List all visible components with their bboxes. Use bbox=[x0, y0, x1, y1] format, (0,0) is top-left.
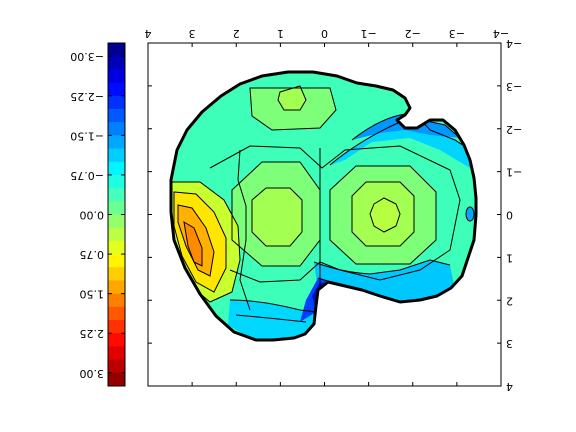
contour-region-peak-core bbox=[184, 222, 202, 266]
contour-line-left-inner bbox=[251, 187, 303, 247]
colorbar-segment bbox=[108, 201, 125, 215]
colorbar-segment bbox=[108, 346, 125, 361]
colorbar-tick-label: −1.50 bbox=[70, 129, 104, 142]
colorbar-segment bbox=[108, 122, 125, 136]
contour-line-small-low bbox=[465, 206, 475, 222]
colorbar-tick-label: −3.00 bbox=[70, 50, 104, 63]
x-tick-label: −2 bbox=[405, 27, 421, 40]
colorbar-segment bbox=[108, 293, 125, 308]
colorbar-tick-label: 2.25 bbox=[80, 327, 105, 340]
colorbar-ticks: −3.00 −2.25 −1.50 −0.75 0.00 0.75 1.50 2.25 3.00 bbox=[70, 50, 125, 380]
y-tick-label: −4 bbox=[506, 37, 522, 50]
contour-line-upper-core bbox=[277, 85, 307, 111]
colorbar-segment bbox=[108, 240, 125, 255]
y-tick-label: 0 bbox=[506, 209, 513, 222]
colorbar-segment bbox=[108, 227, 125, 242]
colorbar-segment bbox=[108, 69, 125, 84]
colorbar-segment bbox=[108, 320, 125, 334]
contour-line-low-bottom bbox=[313, 259, 451, 275]
colorbar-tick-label: −2.25 bbox=[70, 90, 104, 103]
contour-line-upper bbox=[249, 87, 337, 131]
colorbar-segment bbox=[108, 135, 125, 150]
colorbar bbox=[107, 42, 126, 387]
colorbar-segment bbox=[108, 306, 125, 321]
y-tick-label: −2 bbox=[506, 123, 522, 136]
contour-region-core-right bbox=[370, 198, 400, 232]
colorbar-tick-label: 3.00 bbox=[80, 367, 105, 380]
colorbar-segment bbox=[108, 95, 125, 110]
colorbar-segment bbox=[108, 148, 125, 163]
contour-line-left-band bbox=[237, 149, 251, 311]
x-tick-label: −1 bbox=[361, 27, 377, 40]
y-tick-label: 3 bbox=[506, 337, 513, 350]
colorbar-tick-label: −0.75 bbox=[70, 169, 104, 182]
x-tick-label: 3 bbox=[189, 27, 196, 40]
colorbar-segment bbox=[108, 161, 125, 176]
colorbar-segment bbox=[108, 372, 125, 387]
x-axis-ticks: 4 3 2 1 0 −1 −2 −3 −4 bbox=[145, 27, 509, 386]
contour-line-right-inner bbox=[351, 181, 415, 247]
colorbar-segment bbox=[108, 333, 125, 347]
colorbar-tick-label: 0.00 bbox=[80, 209, 105, 222]
y-tick-label: 1 bbox=[506, 251, 513, 264]
colorbar-segment bbox=[108, 188, 125, 202]
contour-lines bbox=[172, 85, 475, 323]
x-tick-label: −3 bbox=[449, 27, 465, 40]
x-tick-label: 2 bbox=[233, 27, 240, 40]
contour-line-peak-outer bbox=[172, 181, 241, 303]
contour-line-peak-mid bbox=[173, 191, 227, 293]
y-tick-label: 4 bbox=[506, 380, 513, 393]
contour-region-core-upper bbox=[278, 86, 306, 110]
y-tick-label: −3 bbox=[506, 80, 522, 93]
contour-line-peak-inner bbox=[177, 204, 215, 277]
colorbar-segment bbox=[108, 359, 125, 374]
y-tick-label: −1 bbox=[506, 166, 522, 179]
y-tick-label: 2 bbox=[506, 294, 513, 307]
colorbar-segment bbox=[108, 82, 125, 97]
contour-line-peak-core bbox=[183, 221, 203, 267]
colorbar-segment bbox=[108, 108, 125, 123]
contour-line-outer-ring bbox=[209, 145, 461, 283]
colorbar-segment bbox=[108, 280, 125, 295]
colorbar-tick-label: 0.75 bbox=[80, 248, 105, 261]
contour-line-right-blob bbox=[329, 165, 437, 265]
colorbar-segment bbox=[108, 254, 125, 268]
colorbar-segment bbox=[108, 267, 125, 281]
contour-line-low-bottom-left-2 bbox=[235, 314, 307, 323]
colorbar-tick-label: 1.50 bbox=[80, 288, 105, 301]
contour-region-small-low bbox=[466, 207, 474, 221]
y-axis-ticks: −4 −3 −2 −1 0 1 2 3 4 bbox=[148, 37, 522, 393]
contour-line-low-bottom-left bbox=[229, 299, 317, 313]
plot-area bbox=[147, 42, 502, 387]
x-tick-label: 4 bbox=[145, 27, 152, 40]
colorbar-segment bbox=[108, 214, 125, 229]
colorbar-segment bbox=[108, 43, 125, 57]
x-tick-label: 0 bbox=[321, 27, 328, 40]
colorbar-segment bbox=[108, 56, 125, 70]
x-tick-label: 1 bbox=[277, 27, 284, 40]
contour-region-inner-left bbox=[252, 188, 302, 246]
x-tick-label: −4 bbox=[493, 27, 509, 40]
contour-line-right-core bbox=[369, 197, 401, 233]
colorbar-segment bbox=[108, 174, 125, 189]
